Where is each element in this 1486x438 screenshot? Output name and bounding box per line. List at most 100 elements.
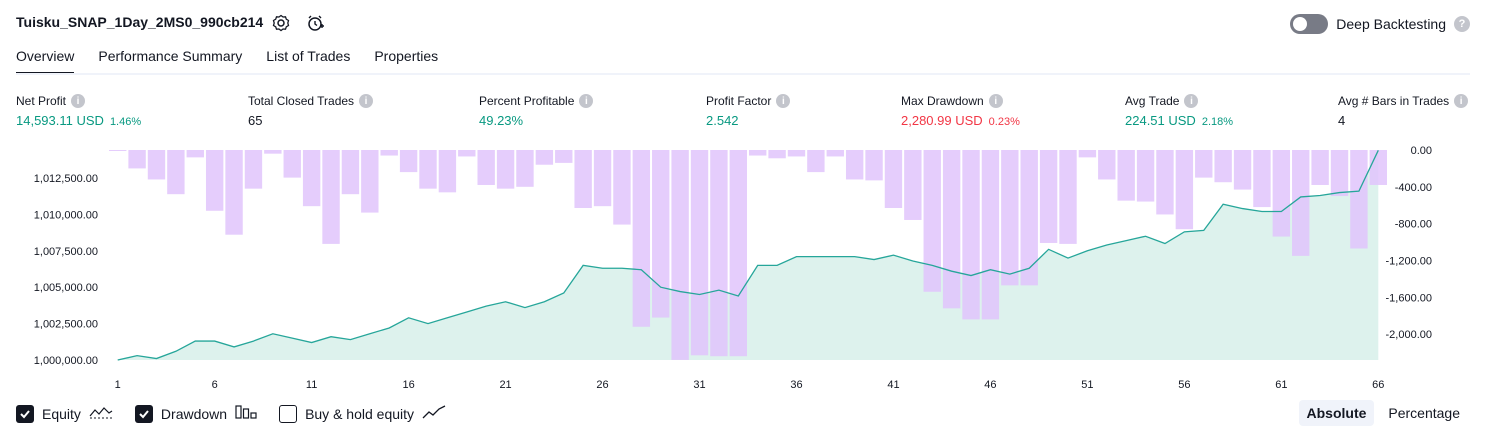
drawdown-bar bbox=[593, 150, 612, 207]
drawdown-bar bbox=[496, 150, 515, 189]
metric-profit-factor: Profit Factor i 2.542 bbox=[706, 94, 791, 128]
drawdown-bar bbox=[167, 150, 185, 195]
metric-percent: 0.23% bbox=[988, 116, 1020, 128]
metric-avg-trade: Avg Trade i 224.51 USD 2.18% bbox=[1125, 94, 1233, 128]
metric-value: 224.51 USD bbox=[1125, 113, 1196, 128]
drawdown-bar bbox=[632, 150, 651, 327]
metric-label: Net Profit bbox=[16, 94, 67, 108]
metric-total-closed-trades: Total Closed Trades i 65 bbox=[248, 94, 374, 128]
info-icon[interactable]: i bbox=[71, 94, 86, 108]
drawdown-bar bbox=[1117, 150, 1135, 201]
metric-label: Percent Profitable bbox=[479, 94, 575, 108]
drawdown-bar bbox=[652, 150, 670, 318]
left-axis-tick-label: 1,000,000.00 bbox=[34, 355, 98, 367]
legend-drawdown-label: Drawdown bbox=[160, 405, 228, 422]
x-axis-tick-label: 36 bbox=[790, 379, 802, 391]
legend-equity-label: Equity bbox=[42, 405, 81, 422]
drawdown-bar bbox=[710, 150, 728, 357]
drawdown-bars-icon bbox=[235, 404, 257, 423]
drawdown-bar bbox=[147, 150, 166, 180]
left-axis-tick-label: 1,005,000.00 bbox=[34, 282, 98, 294]
settings-icon[interactable] bbox=[270, 12, 292, 34]
drawdown-bar bbox=[749, 150, 767, 156]
tab-performance-summary[interactable]: Performance Summary bbox=[98, 48, 243, 64]
legend-drawdown: Drawdown bbox=[134, 404, 257, 423]
info-icon[interactable]: i bbox=[1454, 94, 1469, 108]
drawdown-bar bbox=[613, 150, 631, 225]
right-axis-tick-label: -2,000.00 bbox=[1386, 329, 1432, 341]
drawdown-bar bbox=[826, 150, 844, 157]
drawdown-bar bbox=[109, 150, 127, 151]
drawdown-bar bbox=[1350, 150, 1368, 249]
legend-buyhold-label: Buy & hold equity bbox=[305, 405, 415, 422]
x-axis-tick-label: 41 bbox=[887, 379, 899, 391]
equity-drawdown-chart: 1,012,500.00 1,010,000.00 1,007,500.00 1,00… bbox=[34, 145, 1432, 391]
drawdown-bar bbox=[1233, 150, 1252, 190]
drawdown-bar bbox=[477, 150, 495, 185]
legend-buy-hold: Buy & hold equity bbox=[279, 404, 446, 423]
metric-label: Max Drawdown bbox=[901, 94, 984, 108]
help-icon[interactable]: ? bbox=[1454, 16, 1470, 32]
metric-avg-bars: Avg # Bars in Trades i 4 bbox=[1338, 94, 1469, 128]
right-axis-tick-label: -1,600.00 bbox=[1386, 292, 1432, 304]
left-axis-tick-label: 1,012,500.00 bbox=[34, 173, 98, 185]
drawdown-bar bbox=[535, 150, 554, 165]
equity-line-icon bbox=[89, 404, 113, 423]
drawdown-bar bbox=[690, 150, 709, 356]
tab-overview[interactable]: Overview bbox=[16, 48, 75, 75]
drawdown-bar bbox=[574, 150, 592, 209]
metric-value: 49.23% bbox=[479, 113, 524, 128]
drawdown-bar bbox=[1214, 150, 1232, 183]
buyhold-line-icon bbox=[422, 404, 446, 423]
metric-percent: 1.46% bbox=[109, 116, 142, 128]
drawdown-bar bbox=[1078, 150, 1097, 158]
drawdown-bar bbox=[438, 150, 457, 193]
absolute-button[interactable]: Absolute bbox=[1298, 400, 1375, 426]
x-axis-tick-label: 21 bbox=[499, 379, 511, 391]
tab-properties[interactable]: Properties bbox=[374, 48, 439, 64]
drawdown-bar bbox=[419, 150, 437, 189]
equity-area bbox=[117, 150, 1379, 360]
right-axis-tick-label: -1,200.00 bbox=[1386, 255, 1432, 267]
metric-label: Total Closed Trades bbox=[248, 94, 355, 108]
alert-clock-icon[interactable] bbox=[304, 12, 326, 34]
left-axis-tick-label: 1,010,000.00 bbox=[34, 209, 98, 221]
equity-checkbox[interactable] bbox=[16, 404, 34, 423]
deep-backtesting-toggle[interactable] bbox=[1290, 14, 1329, 34]
metric-value: 2.542 bbox=[706, 113, 739, 128]
x-axis-tick-label: 61 bbox=[1275, 379, 1287, 391]
metric-value: 14,593.11 USD bbox=[16, 113, 104, 128]
drawdown-bar bbox=[1001, 150, 1019, 286]
metric-label: Profit Factor bbox=[706, 94, 772, 108]
drawdown-bar bbox=[283, 150, 301, 178]
info-icon[interactable]: i bbox=[1184, 94, 1199, 108]
drawdown-bar bbox=[768, 150, 786, 159]
deep-backtesting-label: Deep Backtesting bbox=[1336, 16, 1446, 32]
x-axis-tick-label: 1 bbox=[115, 379, 121, 391]
info-icon[interactable]: i bbox=[579, 94, 594, 108]
tab-list-of-trades[interactable]: List of Trades bbox=[266, 48, 351, 64]
left-axis-tick-label: 1,002,500.00 bbox=[34, 319, 98, 331]
drawdown-bar bbox=[1098, 150, 1116, 180]
x-axis-tick-label: 66 bbox=[1372, 379, 1384, 391]
x-axis-tick-label: 6 bbox=[212, 379, 218, 391]
chart-legend: Equity Drawdown Buy & hold equity bbox=[16, 404, 468, 423]
drawdown-bar bbox=[1136, 150, 1155, 202]
right-axis-tick-label: 0.00 bbox=[1411, 145, 1432, 157]
tab-bar: Overview Performance Summary List of Tra… bbox=[16, 48, 438, 75]
x-axis-tick-label: 31 bbox=[693, 379, 705, 391]
right-axis-tick-label: -800.00 bbox=[1395, 219, 1432, 231]
info-icon[interactable]: i bbox=[359, 94, 374, 108]
x-axis-tick-label: 46 bbox=[984, 379, 996, 391]
drawdown-bar bbox=[807, 150, 825, 173]
x-axis-tick-label: 51 bbox=[1081, 379, 1093, 391]
info-icon[interactable]: i bbox=[776, 94, 791, 108]
drawdown-bar bbox=[1272, 150, 1291, 237]
x-axis-tick-label: 56 bbox=[1178, 379, 1190, 391]
info-icon[interactable]: i bbox=[988, 94, 1003, 108]
drawdown-bar bbox=[923, 150, 941, 292]
drawdown-checkbox[interactable] bbox=[134, 404, 153, 423]
percentage-button[interactable]: Percentage bbox=[1388, 405, 1460, 421]
buyhold-checkbox[interactable] bbox=[279, 404, 298, 423]
metric-net-profit: Net Profit i 14,593.11 USD 1.46% bbox=[16, 94, 141, 128]
